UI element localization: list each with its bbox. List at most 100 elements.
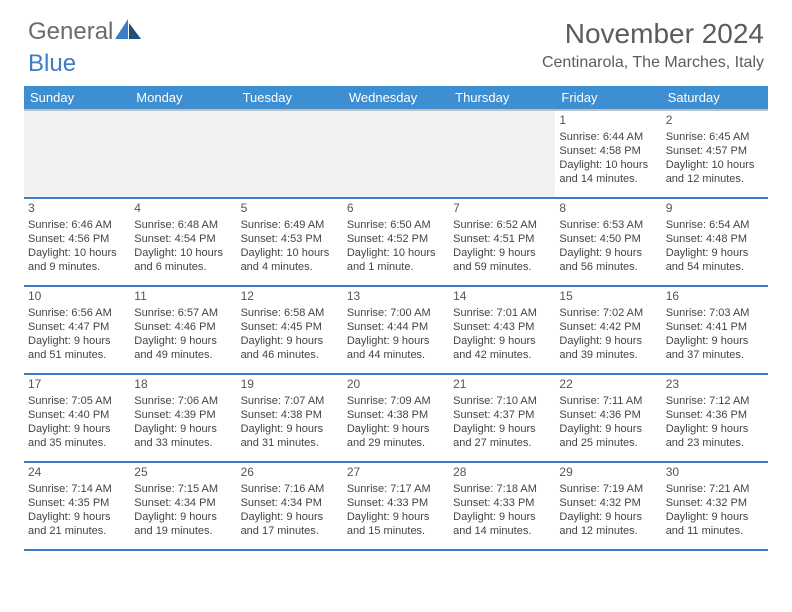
day-number: 27: [347, 465, 445, 481]
daylight-text: Daylight: 9 hours and 33 minutes.: [134, 422, 232, 451]
weekday-wednesday: Wednesday: [343, 86, 449, 110]
day-number: 28: [453, 465, 551, 481]
sunset-text: Sunset: 4:43 PM: [453, 320, 551, 334]
day-number: 19: [241, 377, 339, 393]
day-number: 26: [241, 465, 339, 481]
calendar-cell: 2Sunrise: 6:45 AMSunset: 4:57 PMDaylight…: [662, 110, 768, 198]
logo: General: [28, 18, 141, 46]
sunset-text: Sunset: 4:54 PM: [134, 232, 232, 246]
day-number: 25: [134, 465, 232, 481]
daylight-text: Daylight: 9 hours and 21 minutes.: [28, 510, 126, 539]
calendar-cell: 8Sunrise: 6:53 AMSunset: 4:50 PMDaylight…: [555, 198, 661, 286]
sunset-text: Sunset: 4:33 PM: [453, 496, 551, 510]
calendar-cell: 15Sunrise: 7:02 AMSunset: 4:42 PMDayligh…: [555, 286, 661, 374]
day-number: 5: [241, 201, 339, 217]
sunrise-text: Sunrise: 7:07 AM: [241, 394, 339, 408]
daylight-text: Daylight: 9 hours and 56 minutes.: [559, 246, 657, 275]
title-block: November 2024 Centinarola, The Marches, …: [542, 18, 764, 72]
sunset-text: Sunset: 4:36 PM: [559, 408, 657, 422]
sunset-text: Sunset: 4:44 PM: [347, 320, 445, 334]
calendar-cell: 30Sunrise: 7:21 AMSunset: 4:32 PMDayligh…: [662, 462, 768, 550]
sunset-text: Sunset: 4:36 PM: [666, 408, 764, 422]
day-number: 16: [666, 289, 764, 305]
sunset-text: Sunset: 4:50 PM: [559, 232, 657, 246]
day-number: 17: [28, 377, 126, 393]
calendar-cell: [237, 110, 343, 198]
sunset-text: Sunset: 4:37 PM: [453, 408, 551, 422]
sunset-text: Sunset: 4:41 PM: [666, 320, 764, 334]
daylight-text: Daylight: 9 hours and 11 minutes.: [666, 510, 764, 539]
daylight-text: Daylight: 9 hours and 49 minutes.: [134, 334, 232, 363]
calendar-cell: 19Sunrise: 7:07 AMSunset: 4:38 PMDayligh…: [237, 374, 343, 462]
calendar-row: 17Sunrise: 7:05 AMSunset: 4:40 PMDayligh…: [24, 374, 768, 462]
daylight-text: Daylight: 10 hours and 9 minutes.: [28, 246, 126, 275]
calendar-cell: 1Sunrise: 6:44 AMSunset: 4:58 PMDaylight…: [555, 110, 661, 198]
sunrise-text: Sunrise: 7:06 AM: [134, 394, 232, 408]
day-number: 8: [559, 201, 657, 217]
day-number: 9: [666, 201, 764, 217]
sunrise-text: Sunrise: 7:10 AM: [453, 394, 551, 408]
day-number: 12: [241, 289, 339, 305]
daylight-text: Daylight: 9 hours and 17 minutes.: [241, 510, 339, 539]
weekday-sunday: Sunday: [24, 86, 130, 110]
calendar-cell: [449, 110, 555, 198]
sunrise-text: Sunrise: 6:53 AM: [559, 218, 657, 232]
sunrise-text: Sunrise: 7:11 AM: [559, 394, 657, 408]
day-number: 20: [347, 377, 445, 393]
day-number: 13: [347, 289, 445, 305]
daylight-text: Daylight: 9 hours and 44 minutes.: [347, 334, 445, 363]
sunrise-text: Sunrise: 7:01 AM: [453, 306, 551, 320]
header: General November 2024 Centinarola, The M…: [0, 0, 792, 78]
daylight-text: Daylight: 9 hours and 39 minutes.: [559, 334, 657, 363]
sunrise-text: Sunrise: 7:02 AM: [559, 306, 657, 320]
sunrise-text: Sunrise: 6:52 AM: [453, 218, 551, 232]
daylight-text: Daylight: 9 hours and 15 minutes.: [347, 510, 445, 539]
calendar-cell: 7Sunrise: 6:52 AMSunset: 4:51 PMDaylight…: [449, 198, 555, 286]
sunrise-text: Sunrise: 7:17 AM: [347, 482, 445, 496]
calendar-cell: 11Sunrise: 6:57 AMSunset: 4:46 PMDayligh…: [130, 286, 236, 374]
calendar-cell: 12Sunrise: 6:58 AMSunset: 4:45 PMDayligh…: [237, 286, 343, 374]
day-number: 21: [453, 377, 551, 393]
daylight-text: Daylight: 9 hours and 29 minutes.: [347, 422, 445, 451]
location: Centinarola, The Marches, Italy: [542, 54, 764, 72]
calendar-cell: 5Sunrise: 6:49 AMSunset: 4:53 PMDaylight…: [237, 198, 343, 286]
weekday-thursday: Thursday: [449, 86, 555, 110]
daylight-text: Daylight: 9 hours and 42 minutes.: [453, 334, 551, 363]
sunrise-text: Sunrise: 7:21 AM: [666, 482, 764, 496]
day-number: 30: [666, 465, 764, 481]
sunset-text: Sunset: 4:45 PM: [241, 320, 339, 334]
daylight-text: Daylight: 9 hours and 14 minutes.: [453, 510, 551, 539]
day-number: 14: [453, 289, 551, 305]
calendar-cell: 29Sunrise: 7:19 AMSunset: 4:32 PMDayligh…: [555, 462, 661, 550]
calendar-cell: 21Sunrise: 7:10 AMSunset: 4:37 PMDayligh…: [449, 374, 555, 462]
daylight-text: Daylight: 9 hours and 37 minutes.: [666, 334, 764, 363]
sunset-text: Sunset: 4:40 PM: [28, 408, 126, 422]
calendar-row: 24Sunrise: 7:14 AMSunset: 4:35 PMDayligh…: [24, 462, 768, 550]
day-number: 23: [666, 377, 764, 393]
day-number: 18: [134, 377, 232, 393]
day-number: 1: [559, 113, 657, 129]
daylight-text: Daylight: 10 hours and 1 minute.: [347, 246, 445, 275]
day-number: 29: [559, 465, 657, 481]
calendar-cell: 13Sunrise: 7:00 AMSunset: 4:44 PMDayligh…: [343, 286, 449, 374]
daylight-text: Daylight: 9 hours and 46 minutes.: [241, 334, 339, 363]
sunrise-text: Sunrise: 7:14 AM: [28, 482, 126, 496]
sunrise-text: Sunrise: 6:46 AM: [28, 218, 126, 232]
sunset-text: Sunset: 4:34 PM: [241, 496, 339, 510]
sunrise-text: Sunrise: 6:54 AM: [666, 218, 764, 232]
calendar-cell: 17Sunrise: 7:05 AMSunset: 4:40 PMDayligh…: [24, 374, 130, 462]
sunset-text: Sunset: 4:38 PM: [241, 408, 339, 422]
sunrise-text: Sunrise: 7:18 AM: [453, 482, 551, 496]
weekday-tuesday: Tuesday: [237, 86, 343, 110]
sunrise-text: Sunrise: 7:09 AM: [347, 394, 445, 408]
sunset-text: Sunset: 4:57 PM: [666, 144, 764, 158]
day-number: 2: [666, 113, 764, 129]
daylight-text: Daylight: 9 hours and 23 minutes.: [666, 422, 764, 451]
day-number: 3: [28, 201, 126, 217]
sunrise-text: Sunrise: 6:50 AM: [347, 218, 445, 232]
weekday-header-row: SundayMondayTuesdayWednesdayThursdayFrid…: [24, 86, 768, 110]
daylight-text: Daylight: 9 hours and 27 minutes.: [453, 422, 551, 451]
sunset-text: Sunset: 4:34 PM: [134, 496, 232, 510]
sunrise-text: Sunrise: 6:58 AM: [241, 306, 339, 320]
sunset-text: Sunset: 4:33 PM: [347, 496, 445, 510]
